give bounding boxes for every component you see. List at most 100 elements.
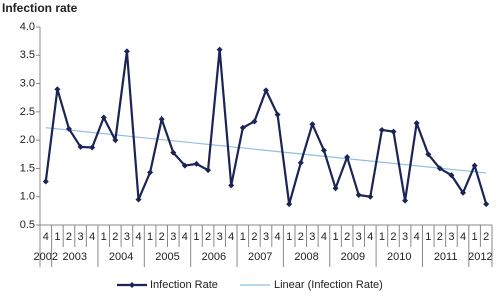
marker — [344, 154, 351, 161]
marker — [181, 162, 188, 169]
x-tick-label: 4 — [89, 231, 95, 243]
x-tick-label: 4 — [135, 231, 141, 243]
y-tick-label: 2.0 — [20, 134, 35, 146]
x-tick-label: 3 — [170, 231, 176, 243]
x-tick-label: 4 — [182, 231, 188, 243]
marker — [100, 114, 107, 121]
y-tick-label: 0.5 — [20, 219, 35, 231]
x-tick-label: 1 — [425, 231, 431, 243]
x-tick-label: 1 — [193, 231, 199, 243]
x-tick-label: 2 — [66, 231, 72, 243]
y-tick-label: 1.5 — [20, 162, 35, 174]
marker — [54, 86, 61, 93]
x-tick-label: 3 — [309, 231, 315, 243]
marker — [309, 121, 316, 128]
x-tick-label: 4 — [321, 231, 327, 243]
x-tick-label: 1 — [54, 231, 60, 243]
marker — [390, 128, 397, 135]
marker — [77, 143, 84, 150]
marker — [112, 137, 119, 144]
marker — [135, 196, 142, 203]
y-tick-label: 2.5 — [20, 106, 35, 118]
marker — [42, 178, 49, 185]
data-line — [44, 49, 488, 205]
marker — [297, 159, 304, 166]
marker — [483, 201, 490, 208]
x-tick-label: 2 — [205, 231, 211, 243]
marker — [471, 162, 478, 169]
x-tick-label: 4 — [43, 231, 49, 243]
marker — [402, 197, 409, 204]
x-tick-label: 2 — [390, 231, 396, 243]
year-label: 2004 — [109, 251, 133, 263]
year-label: 2009 — [341, 251, 365, 263]
x-tick-label: 3 — [124, 231, 130, 243]
marker — [274, 111, 281, 118]
x-tick-label: 3 — [78, 231, 84, 243]
x-tick-label: 2 — [483, 231, 489, 243]
marker — [413, 120, 420, 127]
x-tick-label: 3 — [402, 231, 408, 243]
y-tick-label: 3.5 — [20, 49, 35, 61]
marker — [251, 118, 258, 125]
year-label: 2003 — [63, 251, 87, 263]
x-tick-label: 1 — [332, 231, 338, 243]
x-tick-label: 3 — [217, 231, 223, 243]
year-label: 2012 — [468, 251, 492, 263]
marker — [436, 165, 443, 172]
y-tick-label: 4.0 — [20, 21, 35, 33]
marker — [425, 151, 432, 158]
x-tick-label: 3 — [448, 231, 454, 243]
marker — [205, 167, 212, 174]
trendline — [45, 127, 487, 174]
marker — [320, 147, 327, 154]
year-label: 2010 — [387, 251, 411, 263]
x-tick-label: 3 — [356, 231, 362, 243]
x-tick-label: 2 — [159, 231, 165, 243]
marker — [158, 116, 165, 123]
marker — [367, 193, 374, 200]
legend-marker — [129, 282, 135, 288]
marker — [286, 201, 293, 208]
x-tick-label: 2 — [251, 231, 257, 243]
x-tick-label: 4 — [228, 231, 234, 243]
marker — [448, 172, 455, 179]
marker — [147, 169, 154, 176]
year-label: 2006 — [202, 251, 226, 263]
x-tick-label: 1 — [147, 231, 153, 243]
y-tick-label: 1.0 — [20, 191, 35, 203]
marker — [460, 189, 467, 196]
marker — [228, 182, 235, 189]
x-tick-label: 1 — [101, 231, 107, 243]
year-label: 2002 — [34, 251, 58, 263]
x-tick-label: 1 — [286, 231, 292, 243]
marker — [355, 192, 362, 199]
x-tick-label: 1 — [472, 231, 478, 243]
x-tick-label: 2 — [344, 231, 350, 243]
x-tick-label: 2 — [298, 231, 304, 243]
marker — [239, 124, 246, 131]
x-tick-label: 4 — [414, 231, 420, 243]
marker — [378, 126, 385, 133]
x-tick-label: 4 — [460, 231, 466, 243]
marker — [170, 149, 177, 156]
legend-label: Infection Rate — [150, 279, 218, 291]
x-tick-label: 4 — [275, 231, 281, 243]
marker — [216, 46, 223, 53]
year-label: 2011 — [434, 251, 458, 263]
x-tick-label: 4 — [367, 231, 373, 243]
marker — [123, 48, 130, 55]
marker — [193, 160, 200, 167]
year-label: 2008 — [294, 251, 318, 263]
x-tick-label: 2 — [437, 231, 443, 243]
x-tick-label: 3 — [263, 231, 269, 243]
y-tick-label: 3.0 — [20, 77, 35, 89]
legend-label: Linear (Infection Rate) — [274, 279, 383, 291]
marker — [89, 144, 96, 151]
x-tick-label: 1 — [240, 231, 246, 243]
x-tick-label: 1 — [379, 231, 385, 243]
marker — [263, 87, 269, 94]
year-label: 2005 — [155, 251, 179, 263]
chart-title: Infection rate — [2, 1, 78, 15]
